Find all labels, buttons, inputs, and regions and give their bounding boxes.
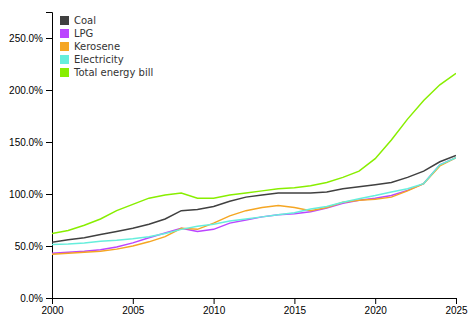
x-tick-label: 2020: [365, 305, 388, 316]
x-axis-line: [53, 299, 457, 305]
y-tick-label: 150.0%: [9, 137, 43, 148]
y-tick: 0.0%: [20, 293, 52, 304]
legend-swatch: [60, 16, 69, 25]
series-line: [52, 158, 456, 254]
chart: 2000 2005 2010 2015 2020 2025 0.0% 50.0% 100.0% 1…: [0, 0, 474, 326]
legend-swatch: [60, 42, 69, 51]
y-axis: 0.0% 50.0% 100.0% 150.0% 200.0% 250.0%: [9, 13, 52, 304]
x-tick-label: 2010: [203, 305, 226, 316]
series-line: [52, 73, 456, 233]
series-line: [52, 156, 456, 243]
lines: [52, 73, 456, 254]
series-line: [52, 158, 456, 245]
y-tick-mark: [46, 142, 52, 143]
y-tick: 250.0%: [9, 33, 52, 44]
y-tick-mark: [46, 298, 52, 299]
legend-label: Electricity: [74, 54, 124, 65]
x-tick-label: 2000: [41, 305, 64, 316]
x-tick: 2005: [122, 298, 145, 316]
y-axis-line: [46, 13, 53, 299]
legend-item: Coal: [60, 15, 96, 26]
y-tick: 150.0%: [9, 137, 52, 148]
x-tick-mark: [375, 298, 376, 304]
x-tick: 2025: [445, 298, 468, 316]
x-tick: 2020: [365, 298, 388, 316]
y-tick-label: 250.0%: [9, 33, 43, 44]
x-tick-label: 2015: [284, 305, 307, 316]
y-tick-mark: [46, 246, 52, 247]
legend-item: Total energy bill: [60, 67, 153, 78]
plot-area: 2000 2005 2010 2015 2020 2025 0.0% 50.0% 100.0% 1…: [9, 13, 468, 317]
legend-label: Kerosene: [74, 41, 120, 52]
legend-item: Kerosene: [60, 41, 120, 52]
y-tick-label: 200.0%: [9, 85, 43, 96]
legend-label: Coal: [74, 15, 96, 26]
legend: Coal LPG Kerosene Electricity Total energy b…: [60, 15, 153, 78]
x-tick-mark: [294, 298, 295, 304]
legend-swatch: [60, 55, 69, 64]
x-axis: 2000 2005 2010 2015 2020 2025: [41, 298, 468, 316]
legend-item: Electricity: [60, 54, 124, 65]
x-tick-mark: [133, 298, 134, 304]
legend-label: LPG: [74, 28, 93, 39]
x-tick: 2000: [41, 298, 64, 316]
series-line: [52, 158, 456, 255]
legend-swatch: [60, 68, 69, 77]
y-tick-mark: [46, 38, 52, 39]
x-tick-label: 2005: [122, 305, 145, 316]
legend-label: Total energy bill: [73, 67, 153, 78]
y-tick: 100.0%: [9, 189, 52, 200]
y-tick-label: 50.0%: [15, 241, 43, 252]
x-tick: 2010: [203, 298, 226, 316]
y-tick-mark: [46, 194, 52, 195]
legend-item: LPG: [60, 28, 93, 39]
y-tick-mark: [46, 90, 52, 91]
x-tick-label: 2025: [445, 305, 468, 316]
x-tick-mark: [456, 298, 457, 304]
y-tick-label: 0.0%: [20, 293, 43, 304]
y-tick: 200.0%: [9, 85, 52, 96]
x-tick: 2015: [284, 298, 307, 316]
x-tick-mark: [214, 298, 215, 304]
y-tick: 50.0%: [15, 241, 52, 252]
y-tick-label: 100.0%: [9, 189, 43, 200]
legend-swatch: [60, 29, 69, 38]
